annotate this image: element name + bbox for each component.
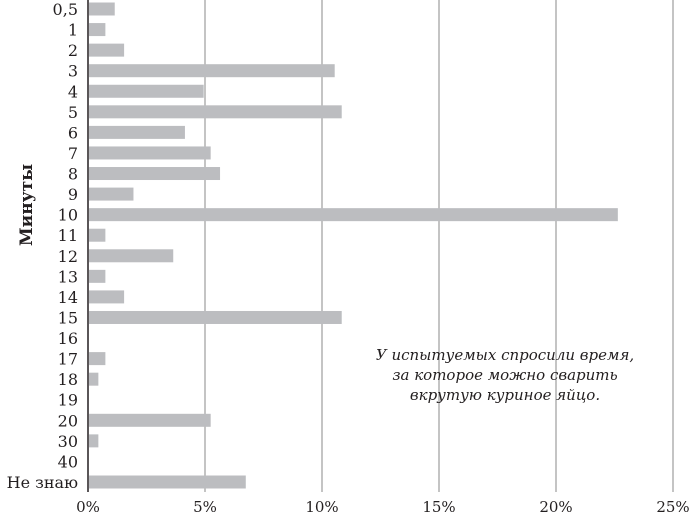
y-axis-label: Минуты: [17, 164, 37, 246]
y-tick-label: 11: [58, 226, 78, 245]
y-tick-label: 30: [58, 432, 78, 451]
y-tick-label: 10: [58, 206, 78, 225]
bar: [89, 84, 204, 98]
y-tick-label: 40: [58, 452, 78, 471]
bar: [89, 43, 125, 57]
bar: [89, 125, 185, 139]
y-tick-label: 4: [68, 82, 78, 101]
y-tick-label: 1: [68, 21, 78, 40]
y-tick-label: 12: [58, 247, 78, 266]
bar: [89, 187, 134, 201]
y-tick-label: 6: [68, 123, 78, 142]
y-tick-label: 3: [68, 62, 78, 81]
bar: [89, 290, 125, 304]
x-tick-label: 15%: [422, 498, 455, 516]
bar: [89, 146, 211, 160]
x-tick-label: 25%: [656, 498, 689, 516]
y-tick-label: 8: [68, 165, 78, 184]
annotation-line: за которое можно сварить: [392, 366, 618, 384]
y-tick-label: 9: [68, 185, 78, 204]
y-tick-label: 14: [58, 288, 78, 307]
x-tick-label: 20%: [539, 498, 572, 516]
y-tick-label: 7: [68, 144, 78, 163]
y-tick-label: 20: [58, 411, 78, 430]
bar: [89, 2, 115, 16]
bar: [89, 434, 99, 448]
bar: [89, 413, 211, 427]
y-tick-label: Не знаю: [7, 473, 78, 492]
bar: [89, 372, 99, 386]
bar: [89, 475, 246, 489]
y-tick-label: 2: [68, 41, 78, 60]
bar: [89, 167, 221, 181]
bar: [89, 310, 342, 324]
y-tick-label: 18: [58, 370, 78, 389]
annotation-line: У испытуемых спросили время,: [375, 346, 635, 364]
bar: [89, 208, 618, 222]
x-tick-label: 10%: [305, 498, 338, 516]
x-tick-label: 0%: [76, 498, 100, 516]
y-tick-label: 5: [68, 103, 78, 122]
x-tick-label: 5%: [193, 498, 217, 516]
bar: [89, 352, 106, 366]
y-tick-label: 0,5: [53, 0, 78, 19]
y-tick-label: 16: [58, 329, 78, 348]
y-tick-label: 15: [58, 308, 78, 327]
annotation-line: вкрутую куриное яйцо.: [409, 386, 601, 404]
y-tick-label: 19: [58, 391, 78, 410]
y-tick-label: 13: [58, 267, 78, 286]
bar: [89, 105, 342, 119]
bar: [89, 23, 106, 37]
bar: [89, 249, 174, 263]
bar: [89, 269, 106, 283]
y-tick-label: 17: [58, 350, 78, 369]
annotation: У испытуемых спросили время, за которое …: [370, 345, 640, 405]
bar: [89, 64, 335, 78]
bar: [89, 228, 106, 242]
